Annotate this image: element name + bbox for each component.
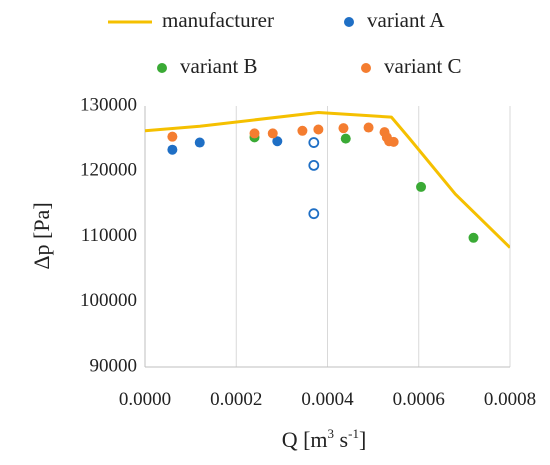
x-tick-label: 0.0002: [210, 389, 262, 410]
series-line-manufacturer: [145, 111, 510, 249]
y-tick-label: 130000: [80, 94, 137, 115]
plot-area: [145, 111, 510, 249]
y-tick-label: 110000: [81, 225, 137, 246]
x-tick-label: 0.0000: [119, 389, 171, 410]
x-tick-label: 0.0006: [393, 389, 445, 410]
data-point-open-variant-a: [308, 137, 320, 148]
legend-swatch-variant-b: [157, 63, 167, 73]
data-point-variant-c: [267, 128, 278, 139]
data-point-open-variant-a: [308, 159, 320, 171]
legend-swatch-variant-a: [344, 17, 354, 27]
data-point-variant-c: [297, 125, 308, 136]
data-point-variant-a: [167, 144, 178, 155]
data-point-variant-c: [167, 131, 178, 142]
x-tick-label: 0.0008: [484, 389, 536, 410]
data-point-variant-c: [338, 123, 349, 134]
data-point-variant-b: [340, 133, 351, 144]
data-point-variant-b: [416, 181, 427, 192]
data-point-variant-a: [194, 137, 205, 148]
legend: manufacturer variant A variant B variant C: [108, 8, 462, 78]
y-axis-title: Δp [Pa]: [29, 202, 54, 269]
data-point-variant-c: [249, 128, 260, 139]
legend-label-variant-b: variant B: [180, 54, 258, 78]
tick-labels: 0.0000 0.0002 0.0004 0.0006 0.0008 90000 10000…: [80, 94, 536, 410]
y-tick-label: 120000: [80, 160, 137, 181]
legend-label-variant-a: variant A: [367, 8, 445, 32]
x-axis-title: Q [m3 s-1]: [282, 426, 367, 452]
y-tick-label: 100000: [80, 290, 137, 311]
x-tick-label: 0.0004: [301, 389, 354, 410]
data-point-variant-b: [468, 232, 479, 243]
legend-label-variant-c: variant C: [384, 54, 462, 78]
legend-label-manufacturer: manufacturer: [162, 8, 274, 32]
data-point-variant-c: [313, 124, 324, 135]
legend-swatch-variant-c: [361, 63, 371, 73]
data-point-variant-c: [363, 122, 374, 133]
data-point-open-variant-a: [308, 208, 320, 220]
y-tick-label: 90000: [90, 355, 138, 376]
data-point-variant-c: [388, 136, 399, 147]
data-point-variant-a: [272, 136, 283, 147]
